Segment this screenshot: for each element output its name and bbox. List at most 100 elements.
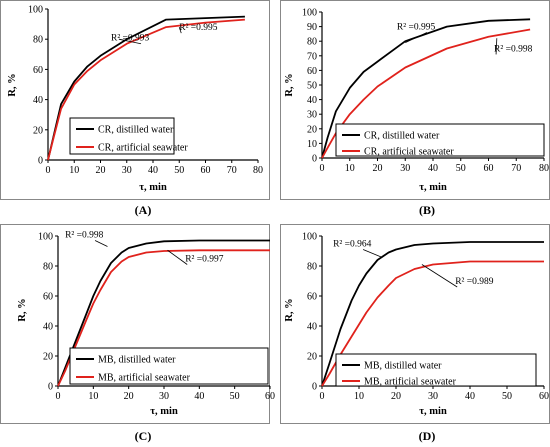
annotation-leader (405, 32, 428, 44)
legend-label: MB, artificial seawater (98, 373, 191, 384)
y-tick-label: 20 (307, 124, 317, 135)
x-tick-label: 60 (539, 391, 549, 402)
y-tick-label: 100 (38, 232, 53, 243)
r-squared-annotation: R² =0.993 (111, 34, 150, 44)
x-tick-label: 60 (484, 163, 494, 174)
y-tick-label: 80 (33, 35, 43, 46)
x-tick-label: 30 (400, 163, 410, 174)
x-tick-label: 20 (96, 165, 106, 176)
x-axis-label: τ, min (150, 406, 178, 417)
y-tick-label: 60 (43, 292, 53, 303)
y-tick-label: 80 (43, 262, 53, 273)
y-tick-label: 20 (307, 352, 317, 363)
x-tick-label: 0 (46, 165, 51, 176)
y-tick-label: 40 (307, 95, 317, 106)
y-tick-label: 10 (307, 139, 317, 150)
series-line-seawater (57, 249, 270, 387)
y-tick-label: 20 (33, 125, 43, 136)
x-tick-label: 40 (428, 163, 438, 174)
x-tick-label: 50 (502, 391, 512, 402)
annotation-leader (94, 240, 108, 247)
legend-label: CR, distilled water (364, 131, 440, 142)
y-axis-label: R, % (17, 298, 28, 321)
x-tick-label: 70 (511, 163, 521, 174)
x-tick-label: 10 (345, 163, 355, 174)
x-tick-label: 0 (56, 391, 61, 402)
legend-label: CR, distilled water (98, 125, 174, 136)
chart-panel-3: 0 10 20 30 40 50 60 0 20 40 60 80 100 τ, min R, % R² =0… (0, 224, 275, 443)
r-squared-annotation: R² =0.998 (65, 231, 104, 241)
y-tick-label: 40 (307, 322, 317, 333)
x-tick-label: 40 (148, 165, 158, 176)
x-axis-label: τ, min (419, 182, 447, 193)
legend-label: CR, artificial seawater (98, 143, 188, 154)
y-tick-label: 50 (307, 81, 317, 92)
legend-box (69, 347, 269, 385)
x-tick-label: 40 (194, 391, 204, 402)
legend-label: MB, distilled water (98, 355, 176, 366)
panel-label: (B) (419, 203, 435, 217)
x-tick-label: 0 (320, 163, 325, 174)
y-tick-label: 40 (43, 322, 53, 333)
series-line-distilled (321, 18, 531, 159)
x-tick-label: 80 (253, 165, 263, 176)
r-squared-annotation: R² =0.995 (179, 23, 218, 33)
x-tick-label: 0 (320, 391, 325, 402)
series-line-seawater (47, 18, 245, 161)
r-squared-annotation: R² =0.997 (185, 255, 224, 265)
x-tick-label: 20 (124, 391, 134, 402)
series-line-distilled (57, 239, 270, 387)
annotation-leader (495, 38, 498, 55)
annotation-leader (421, 264, 458, 288)
panel-label: (C) (135, 429, 152, 443)
x-tick-label: 30 (428, 391, 438, 402)
y-tick-label: 0 (312, 154, 317, 165)
x-tick-label: 20 (373, 163, 383, 174)
chart-panel-1: 0 10 20 30 40 50 60 70 80 0 20 40 60 80 100 τ, min R, % R… (0, 0, 270, 217)
legend-box (335, 353, 537, 387)
y-axis-label: R, % (7, 73, 18, 96)
x-tick-label: 60 (201, 165, 211, 176)
y-tick-label: 90 (307, 22, 317, 33)
legend-box (335, 123, 545, 157)
panel-frame (0, 0, 270, 200)
x-tick-label: 10 (354, 391, 364, 402)
series-line-distilled (321, 241, 544, 387)
annotation-leader (167, 249, 188, 265)
x-axis-label: τ, min (419, 406, 447, 417)
chart-panel-4: 0 10 20 30 40 50 60 0 20 40 60 80 100 τ, min R, % R² =0… (280, 224, 550, 443)
y-tick-label: 30 (307, 110, 317, 121)
y-tick-label: 60 (307, 292, 317, 303)
legend-label: MB, artificial seawater (364, 377, 457, 388)
x-tick-label: 80 (539, 163, 549, 174)
r-squared-annotation: R² =0.998 (494, 44, 533, 54)
y-tick-label: 60 (307, 66, 317, 77)
x-tick-label: 40 (465, 391, 475, 402)
legend-label: CR, artificial seawater (364, 147, 454, 158)
y-tick-label: 100 (302, 8, 317, 19)
x-tick-label: 50 (174, 165, 184, 176)
y-axis-label: R, % (284, 298, 295, 321)
y-tick-label: 0 (48, 382, 53, 393)
annotation-leader (362, 249, 382, 258)
x-tick-label: 50 (230, 391, 240, 402)
x-tick-label: 10 (88, 391, 98, 402)
r-squared-annotation: R² =0.989 (455, 277, 494, 287)
x-tick-label: 30 (159, 391, 169, 402)
x-tick-label: 20 (391, 391, 401, 402)
r-squared-annotation: R² =0.995 (397, 23, 436, 33)
y-axis-label: R, % (284, 73, 295, 96)
y-tick-label: 0 (312, 382, 317, 393)
legend-label: MB, distilled water (364, 361, 442, 372)
series-line-seawater (321, 28, 531, 159)
x-tick-label: 10 (69, 165, 79, 176)
panel-frame (0, 224, 270, 424)
x-tick-label: 70 (227, 165, 237, 176)
x-tick-label: 30 (122, 165, 132, 176)
x-tick-label: 60 (265, 391, 275, 402)
y-tick-label: 60 (33, 65, 43, 76)
panel-label: (A) (135, 203, 152, 217)
y-tick-label: 40 (33, 95, 43, 106)
y-tick-label: 80 (307, 37, 317, 48)
